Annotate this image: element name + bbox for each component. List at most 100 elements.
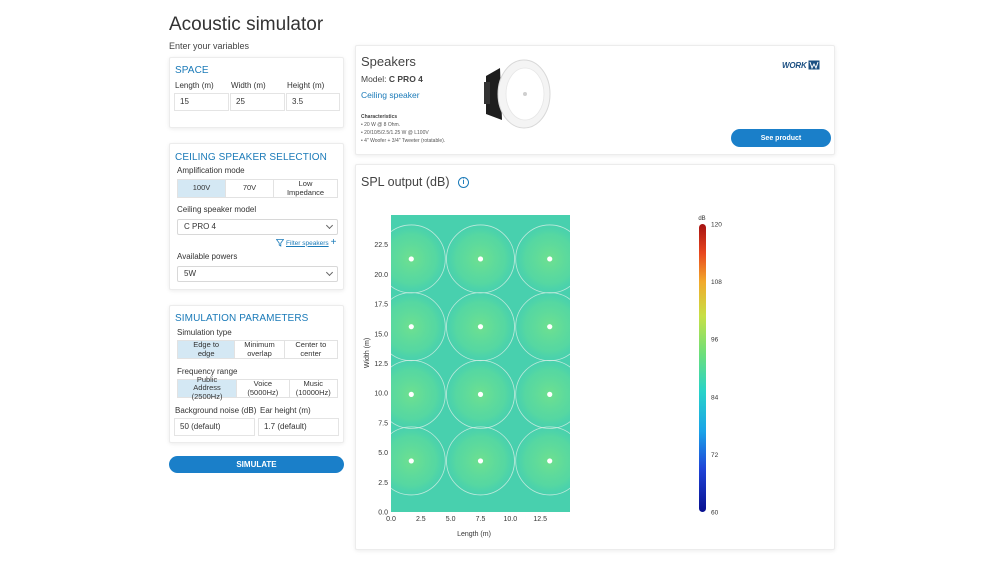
brand-name: WORK [782,60,807,70]
characteristics-title: Characteristics [361,114,398,120]
music-button[interactable]: Music (10000Hz) [295,379,331,397]
minimum-overlap-button[interactable]: Minimum overlap [235,340,285,358]
voice-button[interactable]: Voice (5000Hz) [237,379,290,397]
amp-70v-button[interactable]: 70V [226,180,274,197]
amp-mode-toggle: 100V 70V Low Impedance [177,179,338,198]
characteristic-item: • 20 W @ 8 Ohm. [361,122,401,128]
ear-height-input[interactable]: 1.7 (default) [258,418,339,436]
speaker-point [477,391,484,397]
speaker-point [547,391,553,397]
see-product-button[interactable]: See product [731,129,831,147]
ceiling-card: CEILING SPEAKER SELECTION Amplification … [169,143,344,290]
filter-speakers-label: Filter speakers [286,239,329,247]
simulation-card: SIMULATION PARAMETERS Simulation type Ed… [169,305,344,443]
speaker-coverage-glow [391,358,447,431]
colorbar [699,224,706,512]
x-tick-label: 10.0 [504,516,518,523]
amp-mode-label: Amplification mode [177,166,245,175]
colorbar-tick-label: 84 [711,394,719,401]
model-label: Ceiling speaker model [177,205,257,214]
speaker-coverage-circle [446,426,515,496]
chevron-down-icon [325,221,334,230]
colorbar-tick-label: 60 [711,510,719,517]
width-label: Width (m) [231,81,266,90]
speaker-coverage-circle [446,224,515,294]
space-title: SPACE [175,65,209,76]
y-tick-label: 12.5 [374,361,388,368]
y-tick-label: 0.0 [378,510,388,517]
amp-100v-button[interactable]: 100V [178,180,226,197]
y-tick-label: 5.0 [378,450,388,457]
speaker-point [408,256,414,262]
speaker-point [408,391,414,397]
noise-label: Background noise (dB) [175,406,257,415]
power-select[interactable]: 5W [177,266,338,282]
speaker-coverage-circle [515,224,570,294]
brand-logo: WORK [782,60,820,70]
powers-label: Available powers [177,252,238,261]
brand-mark-icon [808,60,820,70]
y-tick-label: 22.5 [374,242,388,249]
chevron-down-icon [325,268,334,277]
y-tick-label: 15.0 [374,331,388,338]
speaker-product-image [484,59,551,129]
length-input[interactable]: 15 [174,93,229,111]
colorbar-unit: dB [698,216,705,222]
characteristic-item: • 4" Woofer + 3/4" Tweeter (rotatable). [361,138,446,144]
y-tick-label: 17.5 [374,302,388,309]
space-card: SPACE Length (m) Width (m) Height (m) 15… [169,57,344,128]
speaker-coverage-glow [514,290,570,363]
speaker-point [408,458,414,464]
y-tick-label: 2.5 [378,480,388,487]
freq-label: Frequency range [177,367,238,376]
center-to-center-button[interactable]: Center to center [295,340,327,358]
x-tick-label: 2.5 [416,516,426,523]
characteristic-item: • 20/10/5/2.5/1.25 W @ L100V [361,130,429,136]
speaker-coverage-glow [514,223,570,295]
speakers-card: Speakers Model: C PRO 4 Ceiling speaker … [355,45,835,155]
colorbar-tick-label: 120 [711,222,722,229]
speaker-model-select[interactable]: C PRO 4 [177,219,338,235]
sim-type-toggle: Edge to edge Minimum overlap Center to c… [177,340,338,359]
length-label: Length (m) [175,81,214,90]
amp-low-impedance-button[interactable]: Low Impedance [286,179,325,197]
speaker-point [547,458,553,464]
freq-toggle: Public Address (2500Hz) Voice (5000Hz) M… [177,375,338,401]
simulation-title: SIMULATION PARAMETERS [175,313,309,324]
colorbar-tick-label: 72 [711,452,719,459]
speaker-coverage-glow [391,223,447,295]
x-tick-label: 7.5 [476,516,486,523]
spl-heatmap-chart: 0.0 2.5 5.0 7.5 10.0 12.5 0.0 2.5 5.0 7.5 10.0 12.… [364,215,722,538]
ear-height-label: Ear height (m) [260,406,311,415]
height-label: Height (m) [287,81,325,90]
speaker-point [477,256,484,262]
info-icon[interactable]: i [458,177,469,188]
speaker-point [547,256,553,262]
speaker-coverage-glow [514,358,570,431]
filter-icon [276,239,284,247]
speaker-coverage-circle [391,224,446,294]
x-tick-label: 12.5 [533,516,547,523]
speaker-category-link[interactable]: Ceiling speaker [361,90,420,100]
y-tick-label: 7.5 [378,420,388,427]
speaker-coverage-glow [391,290,447,363]
y-axis-label: Width (m) [364,338,371,368]
width-input[interactable]: 25 [230,93,285,111]
speaker-model-value: C PRO 4 [184,222,217,231]
model-name: C PRO 4 [388,74,423,84]
colorbar-tick-label: 108 [711,279,722,286]
speaker-point [477,324,484,330]
simulate-button[interactable]: SIMULATE [169,456,344,473]
filter-speakers-link[interactable]: Filter speakers + [276,237,337,248]
height-input[interactable]: 3.5 [286,93,340,111]
y-tick-label: 20.0 [374,272,388,279]
model-prefix: Model: [361,74,387,84]
speaker-model-line: Model: C PRO 4 [361,74,423,84]
public-address-button[interactable]: Public Address (2500Hz) [178,375,238,401]
app-subtitle: Enter your variables [169,41,250,51]
edge-to-edge-button[interactable]: Edge to edge [178,340,236,358]
speakers-title: Speakers [361,54,416,69]
speaker-point [408,324,414,330]
noise-input[interactable]: 50 (default) [174,418,255,436]
plus-icon: + [330,237,337,248]
